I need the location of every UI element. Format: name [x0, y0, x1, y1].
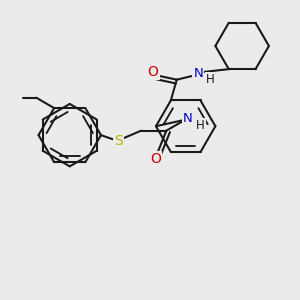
Text: N: N: [193, 67, 203, 80]
Text: O: O: [151, 152, 161, 166]
Text: N: N: [183, 112, 193, 125]
Text: H: H: [196, 119, 205, 132]
Text: O: O: [148, 65, 158, 79]
Text: H: H: [206, 73, 215, 85]
Text: S: S: [114, 134, 123, 148]
